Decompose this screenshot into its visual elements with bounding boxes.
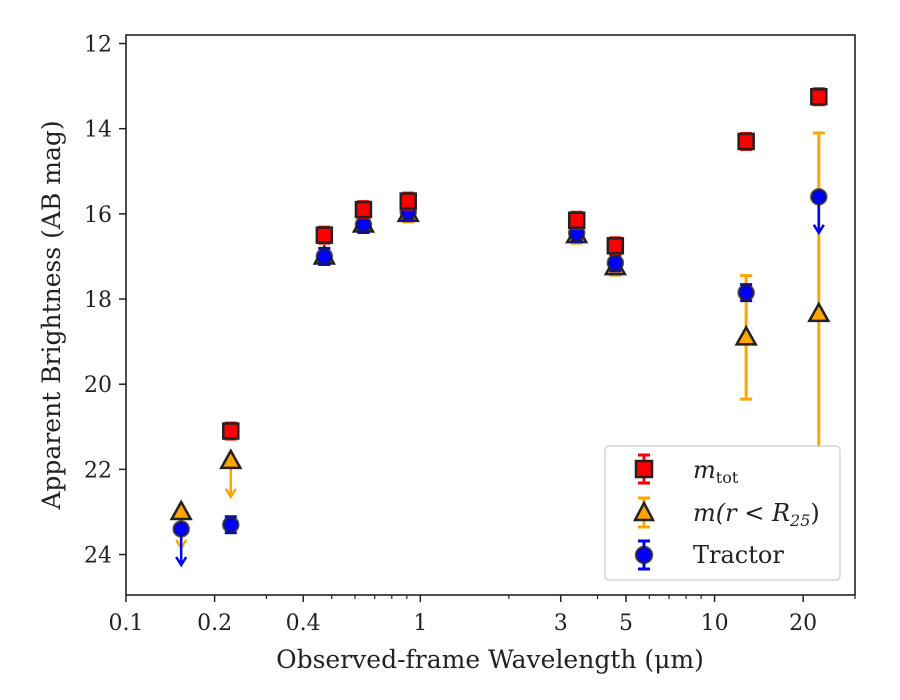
data-point-square [399, 191, 417, 211]
y-tick-label: 20 [84, 373, 112, 398]
plot-marks [169, 87, 831, 568]
x-tick-label: 20 [789, 611, 817, 636]
legend-label-mr25: m(r < R25) [693, 499, 820, 530]
y-tick-label: 22 [84, 458, 112, 483]
legend-label-mtot: mtot [693, 456, 739, 487]
data-point-square [737, 131, 755, 151]
x-tick-label: 10 [701, 611, 729, 636]
x-tick-label: 0.4 [286, 611, 321, 636]
data-point-square [315, 225, 334, 245]
y-tick-label: 12 [84, 33, 112, 58]
x-tick-label: 3 [554, 611, 568, 636]
legend-marker-mr25 [632, 496, 656, 529]
x-tick-label: 1 [413, 611, 427, 636]
series-square [222, 87, 828, 441]
plot-frame [125, 34, 856, 596]
data-point-circle [737, 283, 755, 303]
x-tick-label: 0.2 [197, 611, 232, 636]
y-tick-label: 14 [84, 118, 112, 143]
data-point-circle [315, 246, 334, 266]
data-point-square [606, 236, 625, 256]
legend-box [604, 445, 841, 581]
data-point-square [222, 421, 240, 441]
legend-label-tractor: Tractor [693, 541, 784, 569]
legend: mtot m(r < R25) Tractor [604, 445, 841, 581]
y-tick-label: 16 [84, 203, 112, 228]
data-point-square [354, 200, 373, 220]
data-point-square [810, 87, 828, 107]
x-axis-label: Observed-frame Wavelength (μm) [276, 645, 704, 674]
axis-ticks: 0.1 0.2 0.4 1 3 5 10 20 12 14 16 18 20 22 24 [84, 33, 856, 636]
x-tick-label: 5 [619, 611, 633, 636]
data-point-circle [222, 515, 240, 535]
y-tick-label: 18 [84, 288, 112, 313]
x-tick-label: 0.1 [109, 611, 144, 636]
data-point-triangle [219, 448, 243, 500]
y-axis-label: Apparent Brightness (AB mag) [37, 120, 66, 510]
data-point-circle [810, 188, 828, 236]
legend-marker-mtot [634, 453, 654, 485]
data-point-circle [606, 253, 625, 273]
y-tick-label: 24 [84, 544, 112, 569]
data-point-square [567, 210, 586, 230]
legend-marker-tractor [634, 539, 654, 571]
data-point-circle [172, 520, 190, 568]
